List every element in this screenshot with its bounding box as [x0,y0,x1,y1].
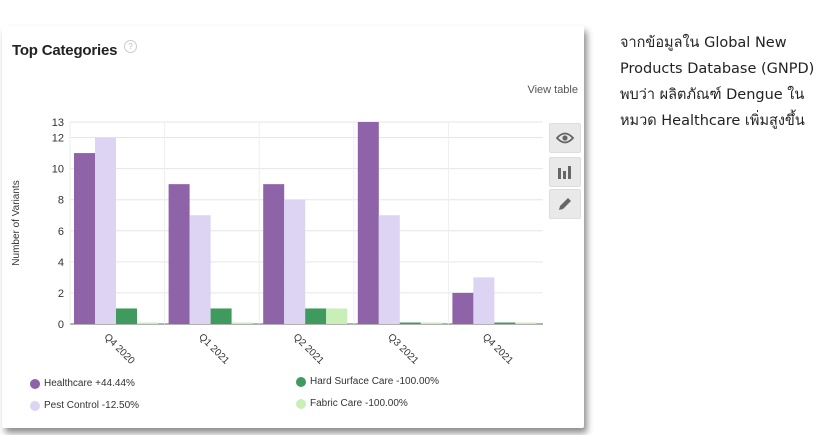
chart-title: Top Categories [12,42,118,59]
y-tick-label: 8 [58,195,64,207]
bar [284,199,306,324]
pencil-icon [559,198,571,210]
x-tick-label: Q3 2021 [385,332,420,367]
y-axis-label: Number of Variants [11,180,22,265]
legend-item[interactable]: Hard Surface Care -100.00% [296,376,439,387]
bar [263,184,285,324]
y-tick-label: 6 [58,226,64,238]
x-tick-label: Q4 2021 [480,332,515,367]
eye-button[interactable] [549,123,581,153]
bar [452,292,474,324]
bar-chart-icon [558,166,571,179]
bar [420,322,442,324]
bar [326,308,348,324]
y-tick-label: 2 [58,288,64,300]
note-text: จากข้อมูลใน Global New Products Database… [620,35,815,129]
bar [116,308,137,324]
bar [473,277,495,324]
bar [210,308,232,324]
y-tick-label: 10 [52,164,64,176]
y-tick-label: 12 [52,133,64,145]
y-tick-label: 0 [58,319,64,331]
bar [494,322,516,324]
view-table-link[interactable]: View table [527,84,578,96]
legend-item[interactable]: Pest Control -12.50% [30,400,139,411]
legend-item[interactable]: Fabric Care -100.00% [296,398,408,409]
bar [399,322,421,324]
bar [189,215,211,324]
legend-swatch [30,400,40,411]
legend-swatch [296,376,306,387]
y-tick-label: 4 [58,257,64,269]
legend-item[interactable]: Healthcare +44.44% [30,378,135,389]
x-tick-label: Q4 2020 [102,332,137,367]
bar [305,308,327,324]
bar [357,122,379,324]
x-tick-label: Q2 2021 [291,332,326,367]
bar [231,322,253,324]
chart-card: Top Categories ? View table 0 2 4 6 8 10 12 13 N… [2,26,584,428]
bar [95,137,116,324]
x-tick-label: Q1 2021 [196,332,231,367]
bar [515,322,537,324]
edit-button[interactable] [549,189,581,219]
legend-label: Healthcare +44.44% [44,378,135,389]
bar [168,184,190,324]
legend-swatch [30,378,40,389]
legend-label: Pest Control -12.50% [44,400,140,411]
legend-label: Fabric Care -100.00% [310,398,408,409]
help-icon[interactable]: ? [124,40,137,53]
legend-label: Hard Surface Care -100.00% [310,376,439,387]
eye-icon [556,132,574,144]
bar-chart: 0 2 4 6 8 10 12 13 Number of Variants Q4 2020 Q1 2… [11,117,543,367]
bar [137,322,158,324]
bar [74,153,95,324]
chart-type-button[interactable] [549,157,581,187]
legend-swatch [296,398,306,409]
y-tick-label: 13 [52,117,64,129]
bar [378,215,400,324]
